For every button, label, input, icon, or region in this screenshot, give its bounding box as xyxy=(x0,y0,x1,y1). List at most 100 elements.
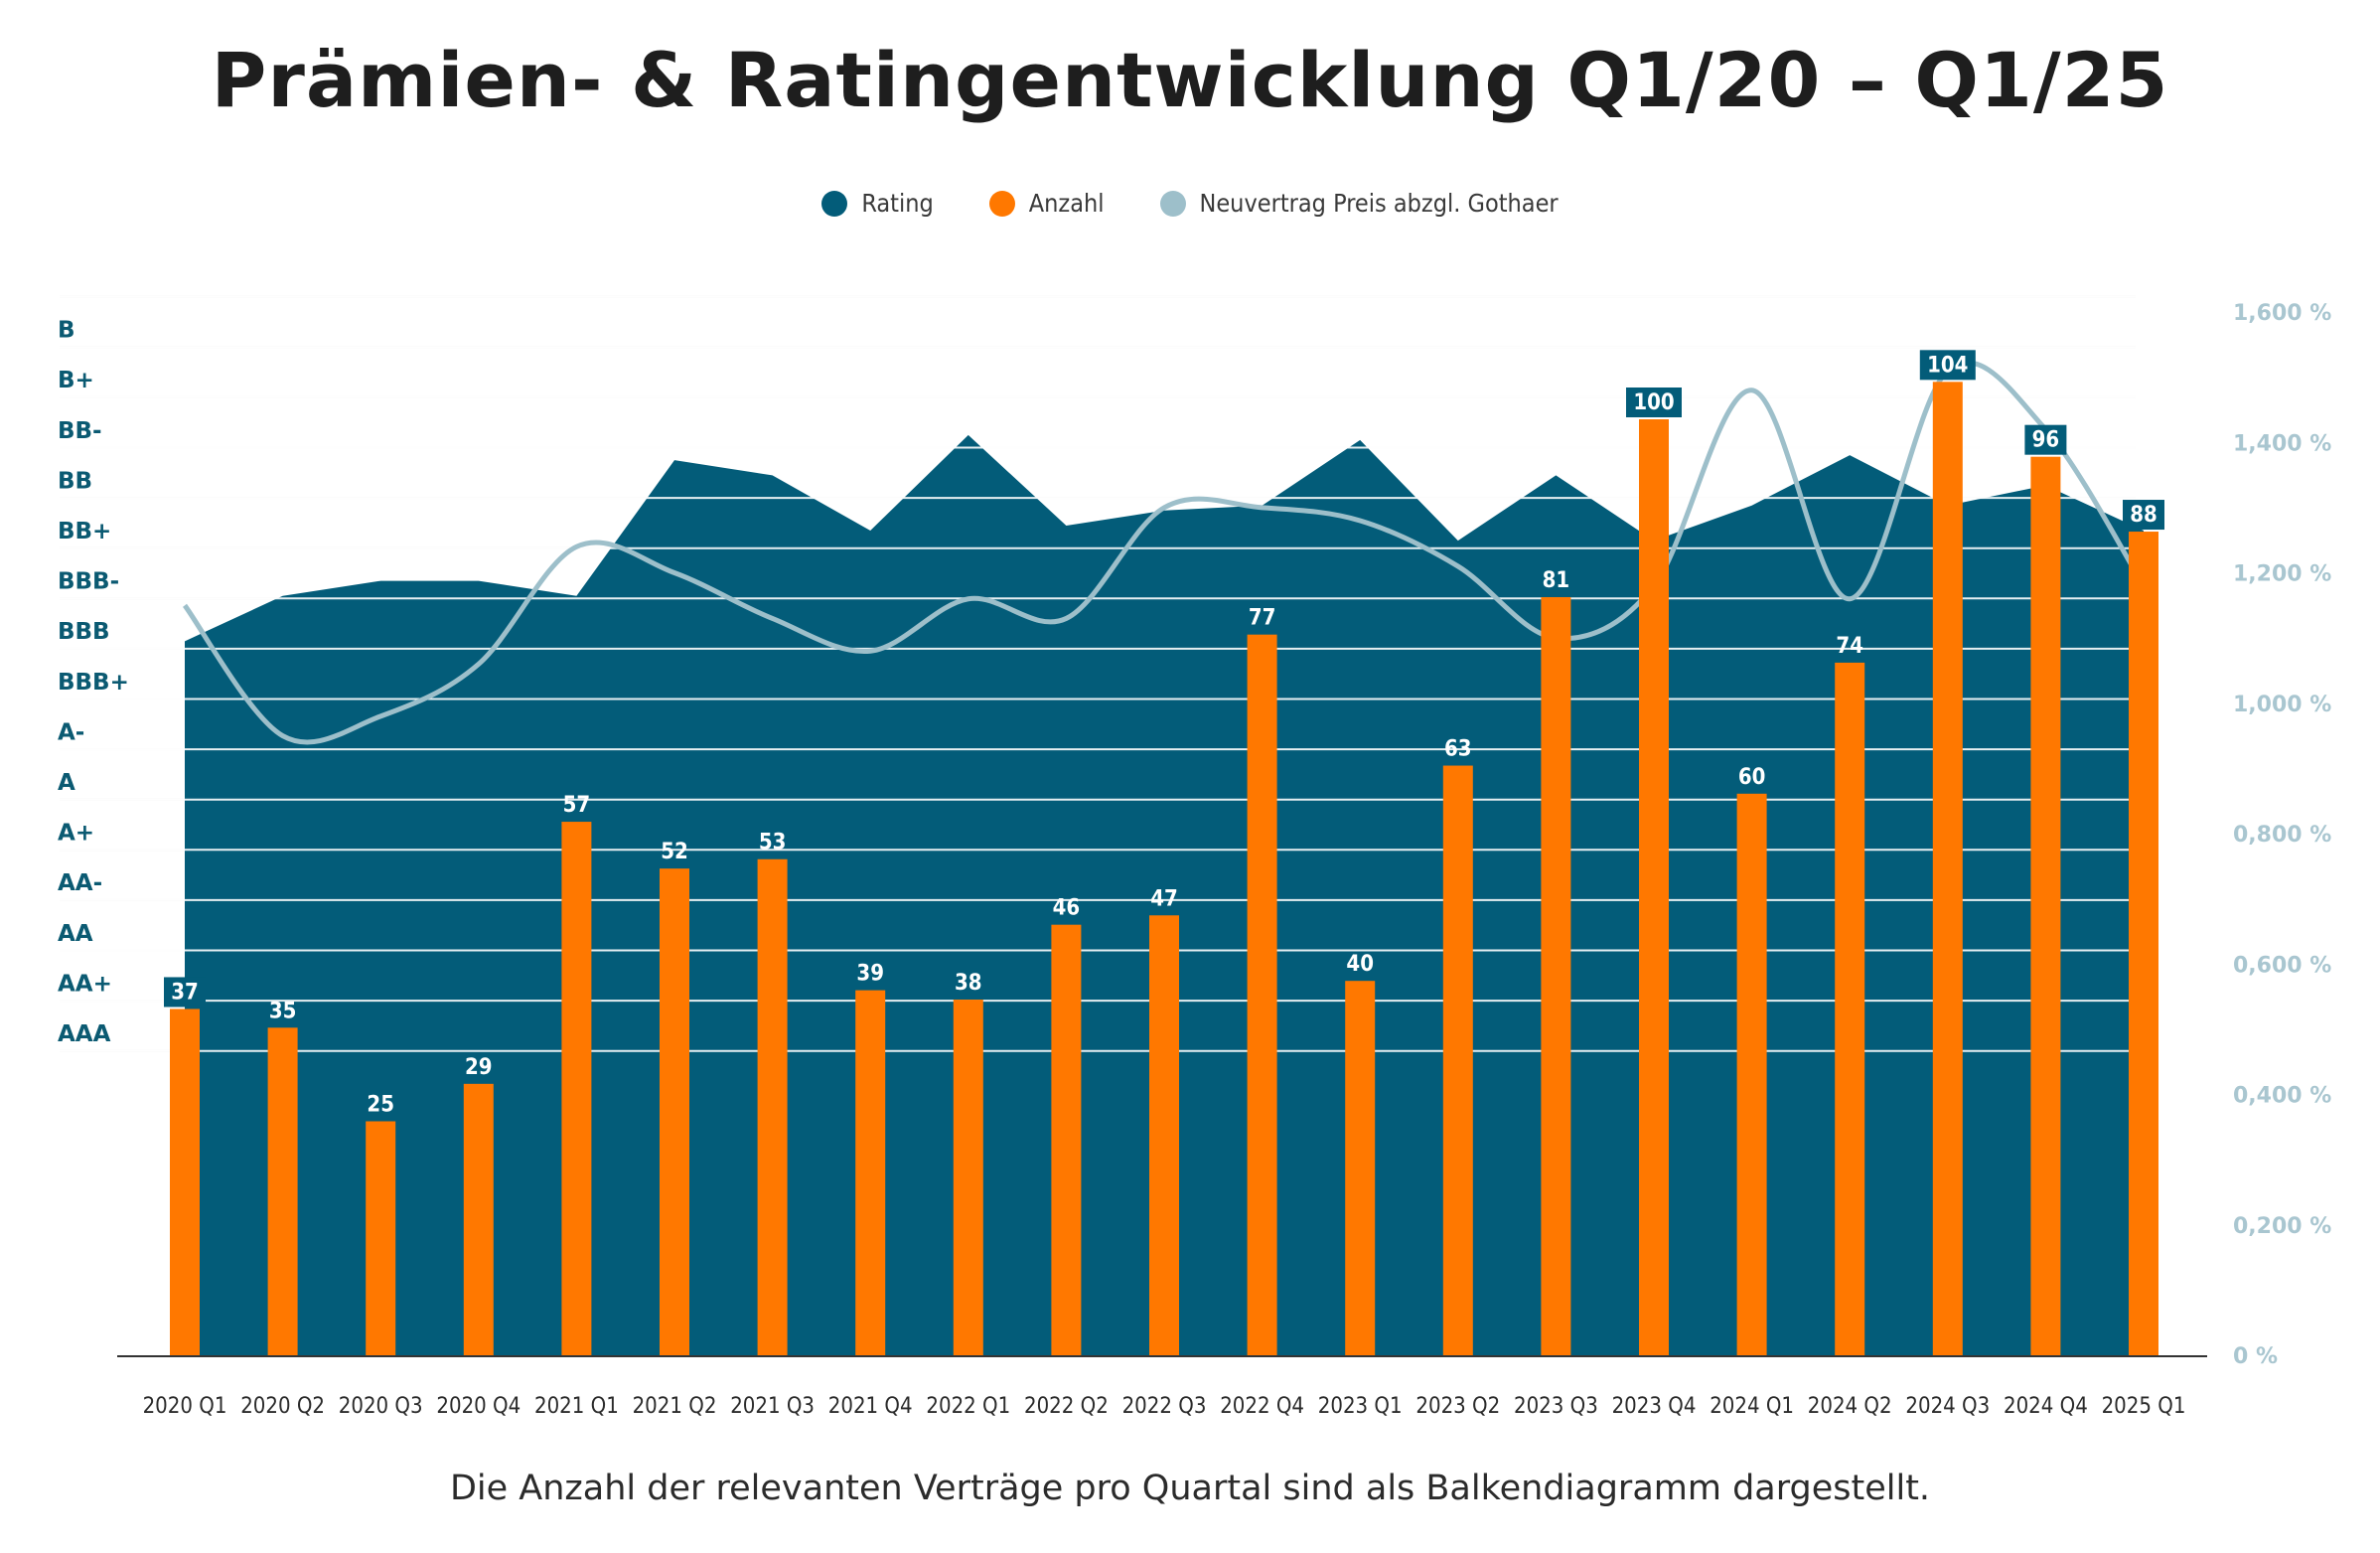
data-label: 104 xyxy=(1927,353,1968,378)
data-label-box xyxy=(164,977,206,1008)
rating-axis-label: AA xyxy=(58,921,93,947)
x-tick-label: 2023 Q3 xyxy=(1514,1394,1598,1419)
data-label: 81 xyxy=(1543,568,1570,593)
x-tick-label: 2021 Q1 xyxy=(534,1394,619,1419)
data-label: 74 xyxy=(1836,634,1863,659)
bar-2021-q4 xyxy=(855,990,886,1355)
rating-axis-label: BB- xyxy=(58,418,102,444)
data-label: 38 xyxy=(955,971,982,996)
data-label: 47 xyxy=(1150,886,1178,911)
data-label: 60 xyxy=(1738,765,1766,790)
bar-2020-q2 xyxy=(267,1027,298,1355)
rating-axis-label: A+ xyxy=(58,821,94,847)
pct-axis-label: 0,600 % xyxy=(2233,953,2331,978)
data-label: 46 xyxy=(1053,896,1081,921)
rating-axis-label: AAA xyxy=(58,1021,111,1047)
x-tick-label: 2022 Q1 xyxy=(926,1394,1010,1419)
data-label: 39 xyxy=(856,962,884,987)
bar-2024-q1 xyxy=(1736,793,1767,1355)
data-label-box xyxy=(1919,350,1976,381)
legend-entry-anzahl[interactable]: Anzahl xyxy=(988,189,1105,218)
x-tick-label: 2024 Q2 xyxy=(1808,1394,1892,1419)
data-label: 40 xyxy=(1346,952,1374,977)
data-label: 53 xyxy=(759,831,787,855)
rating-axis-label: A- xyxy=(58,719,84,745)
data-label-box xyxy=(2123,500,2164,531)
x-tick-label: 2021 Q3 xyxy=(730,1394,815,1419)
bar-2024-q2 xyxy=(1835,662,1865,1355)
bar-2021-q2 xyxy=(660,868,689,1355)
x-tick-label: 2021 Q4 xyxy=(828,1394,913,1419)
data-label: 57 xyxy=(563,793,591,818)
pct-axis-label: 0,400 % xyxy=(2233,1084,2331,1109)
rating-axis-label: AA- xyxy=(58,870,102,896)
bar-2024-q3 xyxy=(1932,382,1963,1355)
chart-title: Prämien- & Ratingentwicklung Q1/20 – Q1/… xyxy=(211,36,2169,124)
pct-axis-label: 1,000 % xyxy=(2233,693,2331,717)
pct-axis-label: 1,200 % xyxy=(2233,562,2331,587)
data-label: 52 xyxy=(661,840,688,864)
pct-axis-label: 1,400 % xyxy=(2233,431,2331,456)
data-label: 63 xyxy=(1444,737,1472,762)
x-tick-label: 2022 Q4 xyxy=(1220,1394,1304,1419)
legend: Rating Anzahl Neuvertrag Preis abzgl. Go… xyxy=(0,189,2380,218)
x-tick-label: 2024 Q4 xyxy=(2004,1394,2088,1419)
rating-axis-label: BBB- xyxy=(58,569,119,595)
data-label: 25 xyxy=(367,1093,394,1118)
bar-2022-q2 xyxy=(1051,924,1082,1355)
rating-axis-label: BB xyxy=(58,468,92,494)
rating-axis-label: B+ xyxy=(58,368,94,393)
legend-label-rating: Rating xyxy=(861,189,934,218)
rating-axis-label: BB+ xyxy=(58,519,111,544)
data-label: 77 xyxy=(1249,606,1276,631)
x-tick-label: 2025 Q1 xyxy=(2102,1394,2186,1419)
legend-marker-rating xyxy=(821,190,848,217)
legend-marker-anzahl xyxy=(988,190,1015,217)
x-tick-label: 2023 Q1 xyxy=(1318,1394,1403,1419)
data-label-box xyxy=(2024,424,2067,455)
bar-2020-q1 xyxy=(170,1009,200,1355)
data-label: 96 xyxy=(2032,428,2060,453)
x-tick-label: 2020 Q4 xyxy=(436,1394,521,1419)
bar-2023-q3 xyxy=(1541,596,1571,1355)
x-tick-label: 2023 Q2 xyxy=(1415,1394,1500,1419)
bar-2024-q4 xyxy=(2030,456,2061,1355)
x-tick-label: 2020 Q2 xyxy=(240,1394,325,1419)
legend-label-anzahl: Anzahl xyxy=(1028,189,1105,218)
bar-2025-q1 xyxy=(2129,532,2158,1355)
bar-2022-q4 xyxy=(1247,634,1277,1355)
rating-axis-label: AA+ xyxy=(58,971,112,997)
x-tick-label: 2023 Q4 xyxy=(1612,1394,1697,1419)
bar-2020-q3 xyxy=(366,1121,396,1355)
bar-2022-q1 xyxy=(953,1000,983,1355)
bar-2022-q3 xyxy=(1149,915,1179,1355)
rating-axis-label: BBB xyxy=(58,619,110,645)
price-line xyxy=(183,360,2147,745)
data-label: 88 xyxy=(2130,503,2157,528)
x-tick-label: 2024 Q1 xyxy=(1710,1394,1794,1419)
pct-axis-label: 0 % xyxy=(2233,1344,2278,1369)
pct-axis-label: 1,600 % xyxy=(2233,301,2331,326)
legend-entry-rating[interactable]: Rating xyxy=(821,189,934,218)
pct-axis-label: 0,200 % xyxy=(2233,1214,2331,1239)
bar-2021-q3 xyxy=(757,858,788,1355)
data-label: 35 xyxy=(269,999,297,1023)
rating-axis-label: A xyxy=(58,770,75,796)
rating-axis-label: BBB+ xyxy=(58,670,129,696)
data-label: 29 xyxy=(465,1055,493,1080)
legend-marker-neuvertrag xyxy=(1159,190,1186,217)
x-tick-label: 2021 Q2 xyxy=(633,1394,717,1419)
rating-axis-label: B xyxy=(58,318,75,344)
pct-axis-label: 0,800 % xyxy=(2233,823,2331,848)
bar-2020-q4 xyxy=(463,1083,494,1355)
x-tick-label: 2020 Q1 xyxy=(143,1394,227,1419)
x-tick-label: 2024 Q3 xyxy=(1905,1394,1990,1419)
bar-2023-q2 xyxy=(1442,765,1473,1355)
x-tick-label: 2022 Q2 xyxy=(1024,1394,1109,1419)
legend-label-neuvertrag: Neuvertrag Preis abzgl. Gothaer xyxy=(1199,189,1559,218)
x-tick-label: 2022 Q3 xyxy=(1122,1394,1207,1419)
bar-2021-q1 xyxy=(561,822,592,1355)
legend-entry-neuvertrag[interactable]: Neuvertrag Preis abzgl. Gothaer xyxy=(1159,189,1559,218)
data-label: 100 xyxy=(1633,390,1674,415)
